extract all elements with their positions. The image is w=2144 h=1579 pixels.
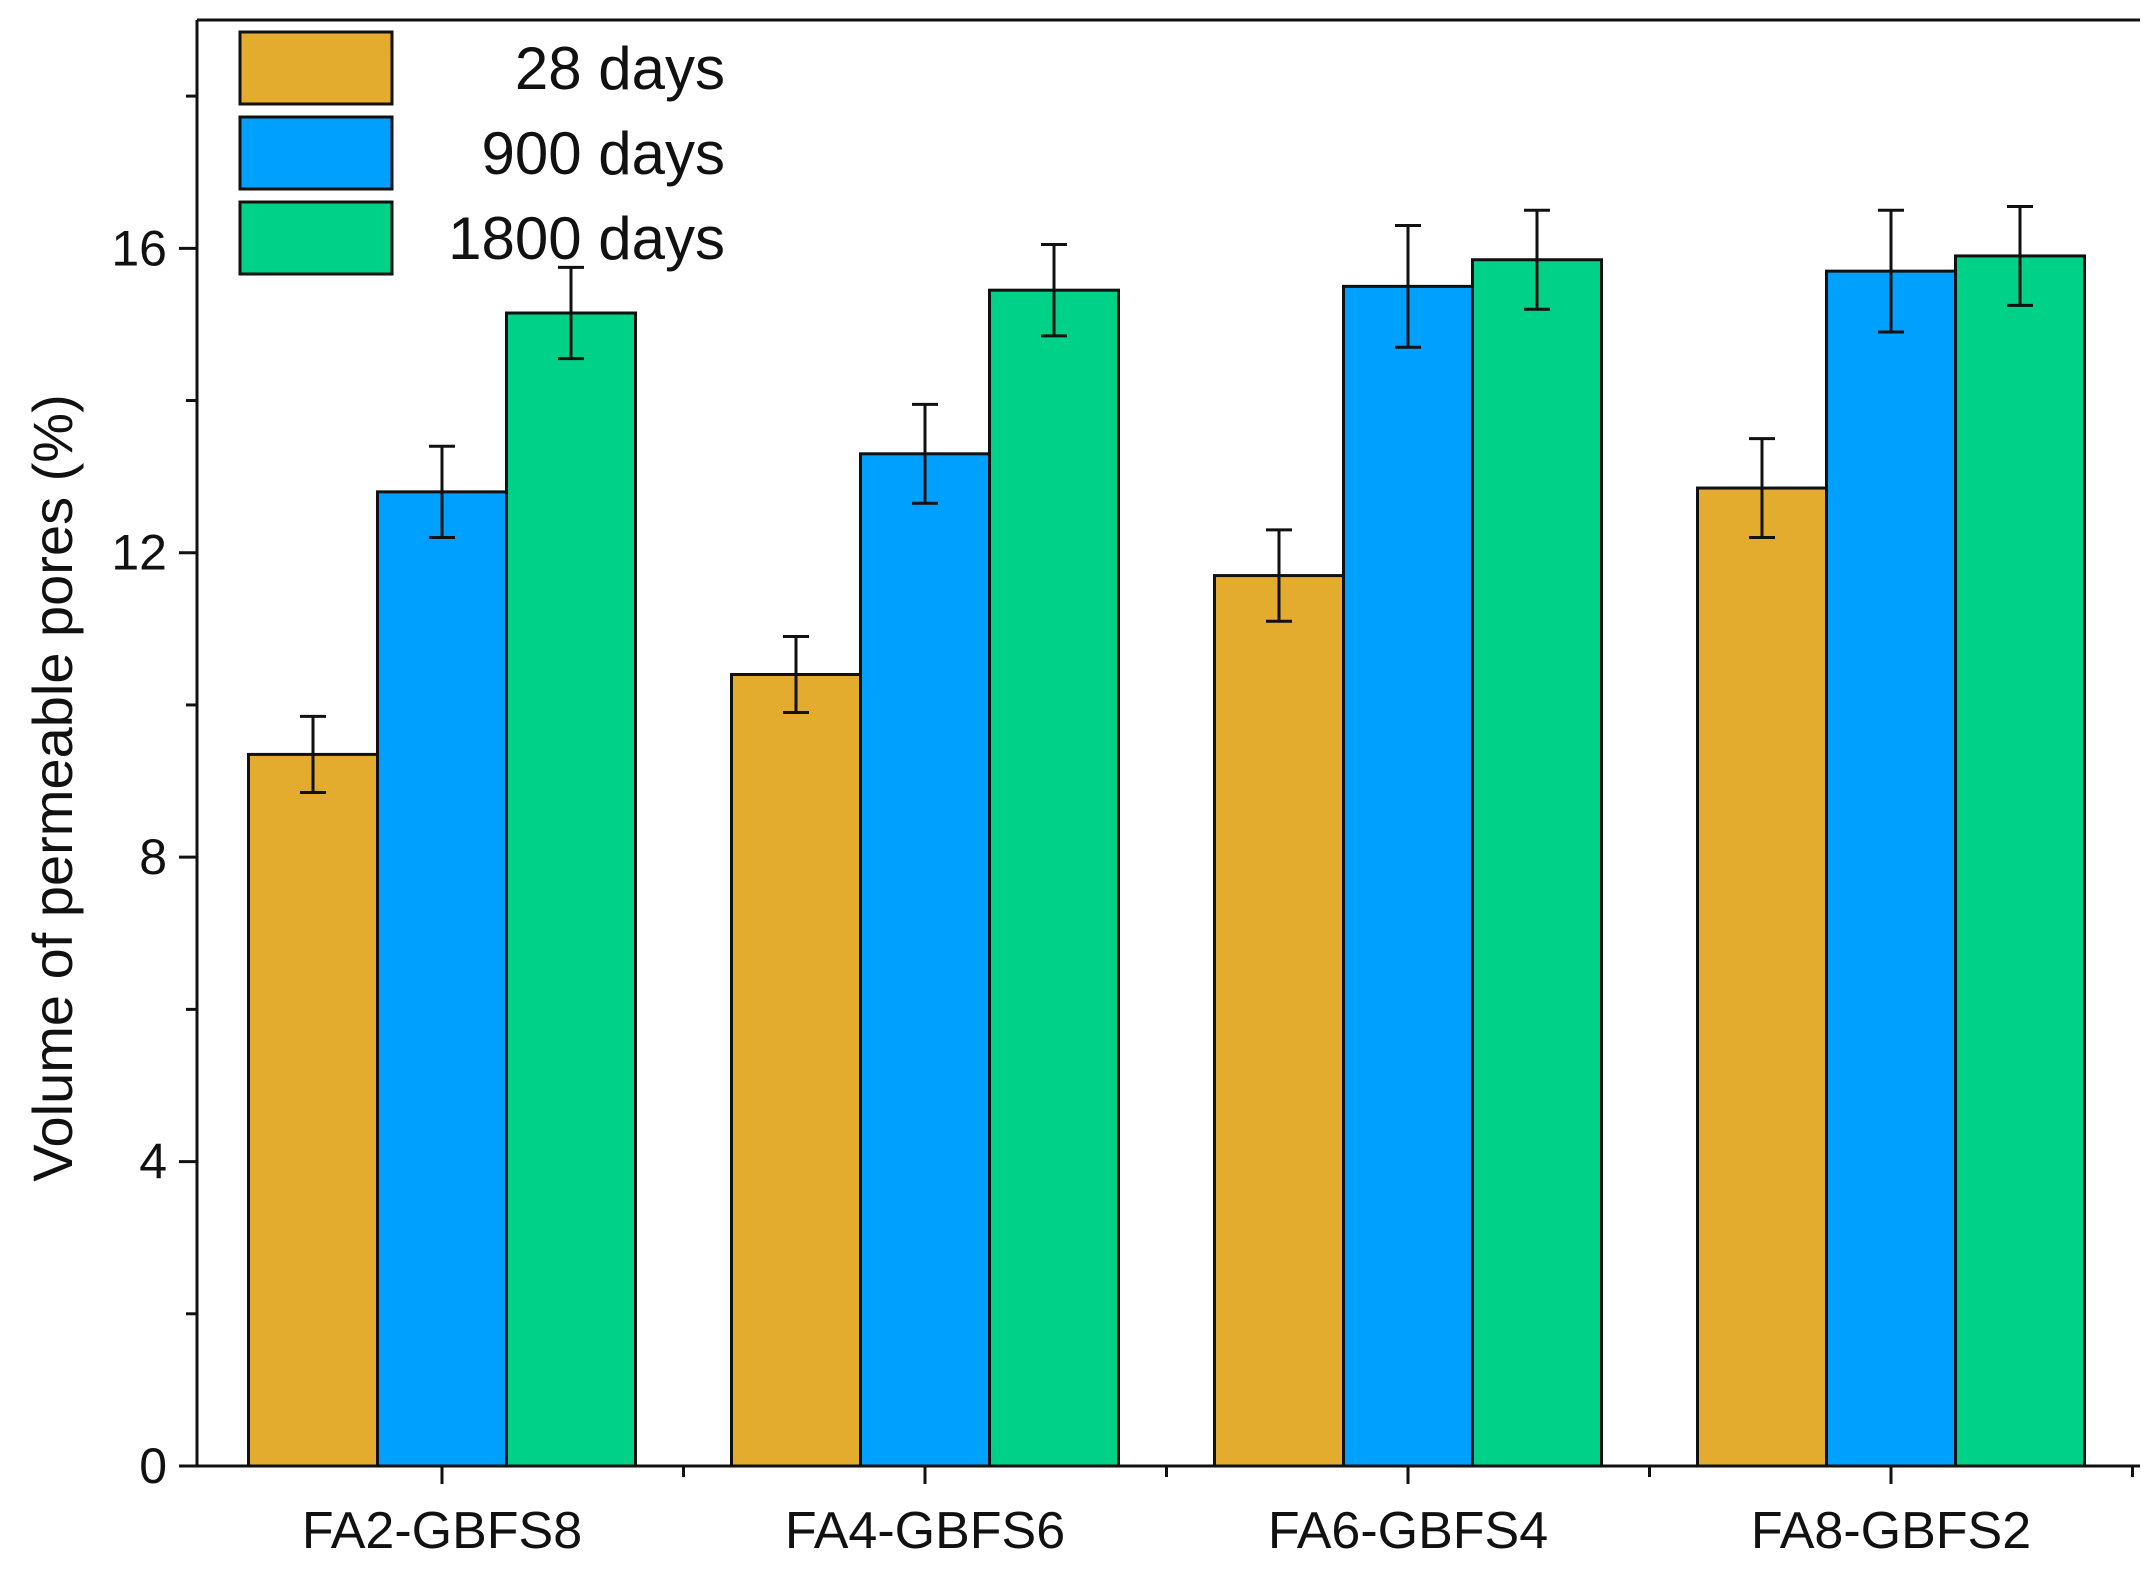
bar-FA2-GBFS8-900-days <box>376 490 508 1468</box>
legend-swatch <box>238 200 394 276</box>
x-category-label: FA4-GBFS6 <box>785 1502 1065 1560</box>
y-tick-label: 4 <box>139 1134 167 1190</box>
bar-FA4-GBFS6-1800-days <box>988 288 1120 1468</box>
bar-FA4-GBFS6-900-days <box>859 452 991 1468</box>
bar-FA8-GBFS2-1800-days <box>1954 254 2086 1468</box>
y-axis-title: Volume of permeable pores (%) <box>21 394 84 1182</box>
y-tick-label: 0 <box>139 1438 167 1494</box>
legend-label: 28 days <box>515 35 725 102</box>
bar-FA8-GBFS2-28-days <box>1696 486 1828 1468</box>
legend-label: 1800 days <box>448 205 725 272</box>
bar-FA2-GBFS8-1800-days <box>505 311 637 1468</box>
legend: 28 days 900 days 1800 days <box>238 30 725 276</box>
legend-swatch <box>238 115 394 191</box>
x-category-label: FA2-GBFS8 <box>302 1502 582 1560</box>
bar-FA6-GBFS4-28-days <box>1213 574 1345 1468</box>
error-bars-layer <box>300 204 2033 794</box>
bar-FA4-GBFS6-28-days <box>730 673 862 1468</box>
legend-swatch <box>238 30 394 106</box>
labels-layer: 0 4 8 12 16 FA2-GBFS8 FA4-GBFS6 FA6-GBFS4 FA8-GB… <box>21 220 2031 1560</box>
bar-FA6-GBFS4-900-days <box>1342 284 1474 1468</box>
y-tick-label: 12 <box>111 525 167 581</box>
y-tick-label: 16 <box>111 220 167 276</box>
bars-layer <box>247 254 2086 1468</box>
bar-FA6-GBFS4-1800-days <box>1471 258 1603 1468</box>
bar-FA8-GBFS2-900-days <box>1825 269 1957 1468</box>
legend-label: 900 days <box>481 120 725 187</box>
bar-FA2-GBFS8-28-days <box>247 752 379 1468</box>
x-category-label: FA6-GBFS4 <box>1268 1502 1548 1560</box>
axes-layer <box>179 18 2140 1484</box>
x-category-label: FA8-GBFS2 <box>1751 1502 2031 1560</box>
y-tick-label: 8 <box>139 829 167 885</box>
